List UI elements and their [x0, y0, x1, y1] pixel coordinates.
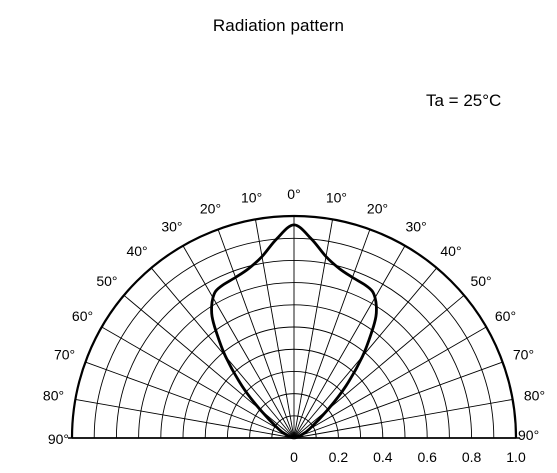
grid-spoke	[182, 245, 295, 439]
radiation-pattern-curve	[210, 223, 378, 440]
angle-tick-labels: 90° 80° 70° 60° 50° 40° 30° 20° 10° 0° 10° 20° 30° 40…	[43, 186, 545, 447]
grid-spoke	[293, 399, 513, 439]
angle-tick-label: 80°	[524, 388, 545, 404]
grid-spoke	[75, 399, 295, 439]
radial-tick-label: 0.8	[462, 449, 482, 465]
radial-tick-label: 0.2	[329, 449, 349, 465]
angle-tick-label: 0°	[287, 186, 300, 202]
angle-tick-label: 10°	[241, 190, 262, 206]
angle-tick-label: 40°	[440, 243, 461, 259]
angle-tick-label: 70°	[54, 346, 75, 362]
radial-tick-label: 1.0	[506, 449, 526, 465]
grid-spoke	[293, 326, 487, 439]
angle-tick-label: 70°	[513, 346, 534, 362]
angle-tick-label: 50°	[470, 273, 491, 289]
angle-tick-label: 90°	[518, 427, 539, 443]
angle-tick-label: 20°	[200, 201, 221, 217]
angle-tick-label: 10°	[326, 190, 347, 206]
angle-tick-label: 60°	[495, 308, 516, 324]
grid-spoke	[85, 361, 295, 439]
polar-grid	[68, 214, 520, 439]
angle-tick-label: 80°	[43, 388, 64, 404]
chart-title: Radiation pattern	[212, 16, 345, 35]
pattern-curves	[210, 223, 378, 440]
radial-tick-label: 0	[290, 449, 298, 465]
grid-spoke	[293, 229, 371, 439]
radial-tick-label: 0.6	[417, 449, 437, 465]
angle-tick-label: 90°	[48, 431, 69, 447]
angle-tick-label: 50°	[96, 273, 117, 289]
radial-tick-label: 0.4	[373, 449, 393, 465]
temperature-annotation: Ta = 25°C	[426, 91, 502, 110]
angle-tick-label: 60°	[72, 308, 93, 324]
angle-tick-label: 40°	[126, 243, 147, 259]
grid-spoke	[293, 245, 406, 439]
grid-spoke	[217, 229, 295, 439]
grid-spoke	[101, 326, 295, 439]
grid-spoke	[293, 361, 503, 439]
radial-tick-labels: 0 0.2 0.4 0.6 0.8 1.0	[290, 449, 526, 465]
angle-tick-label: 30°	[161, 219, 182, 235]
angle-tick-label: 30°	[406, 219, 427, 235]
angle-tick-label: 20°	[367, 201, 388, 217]
